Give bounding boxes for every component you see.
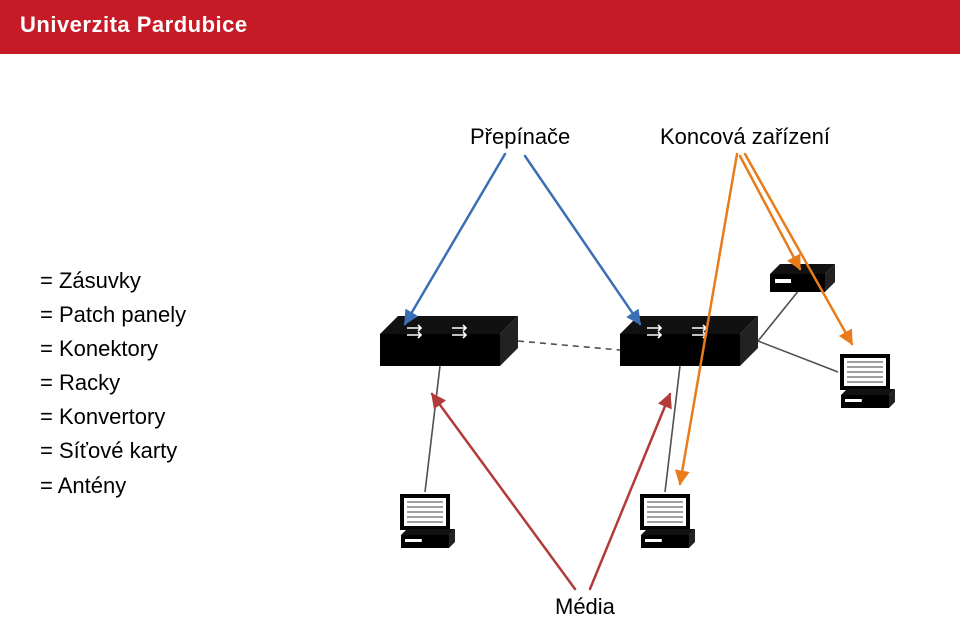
header-bar: Univerzita Pardubice [0,0,960,50]
list-item: = Antény [40,469,186,503]
diagram-canvas: Přepínače Koncová zařízení Média = Zásuv… [0,54,960,620]
list-item: = Konektory [40,332,186,366]
label-endpoints: Koncová zařízení [660,124,830,150]
list-item: = Síťové karty [40,434,186,468]
equipment-list: = Zásuvky= Patch panely= Konektory= Rack… [40,264,186,503]
list-item: = Konvertory [40,400,186,434]
label-switches: Přepínače [470,124,570,150]
list-item: = Zásuvky [40,264,186,298]
header-title: Univerzita Pardubice [20,12,248,38]
list-item: = Racky [40,366,186,400]
label-media: Média [555,594,615,620]
list-item: = Patch panely [40,298,186,332]
